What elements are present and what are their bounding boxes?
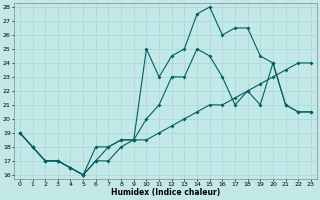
X-axis label: Humidex (Indice chaleur): Humidex (Indice chaleur): [111, 188, 220, 197]
